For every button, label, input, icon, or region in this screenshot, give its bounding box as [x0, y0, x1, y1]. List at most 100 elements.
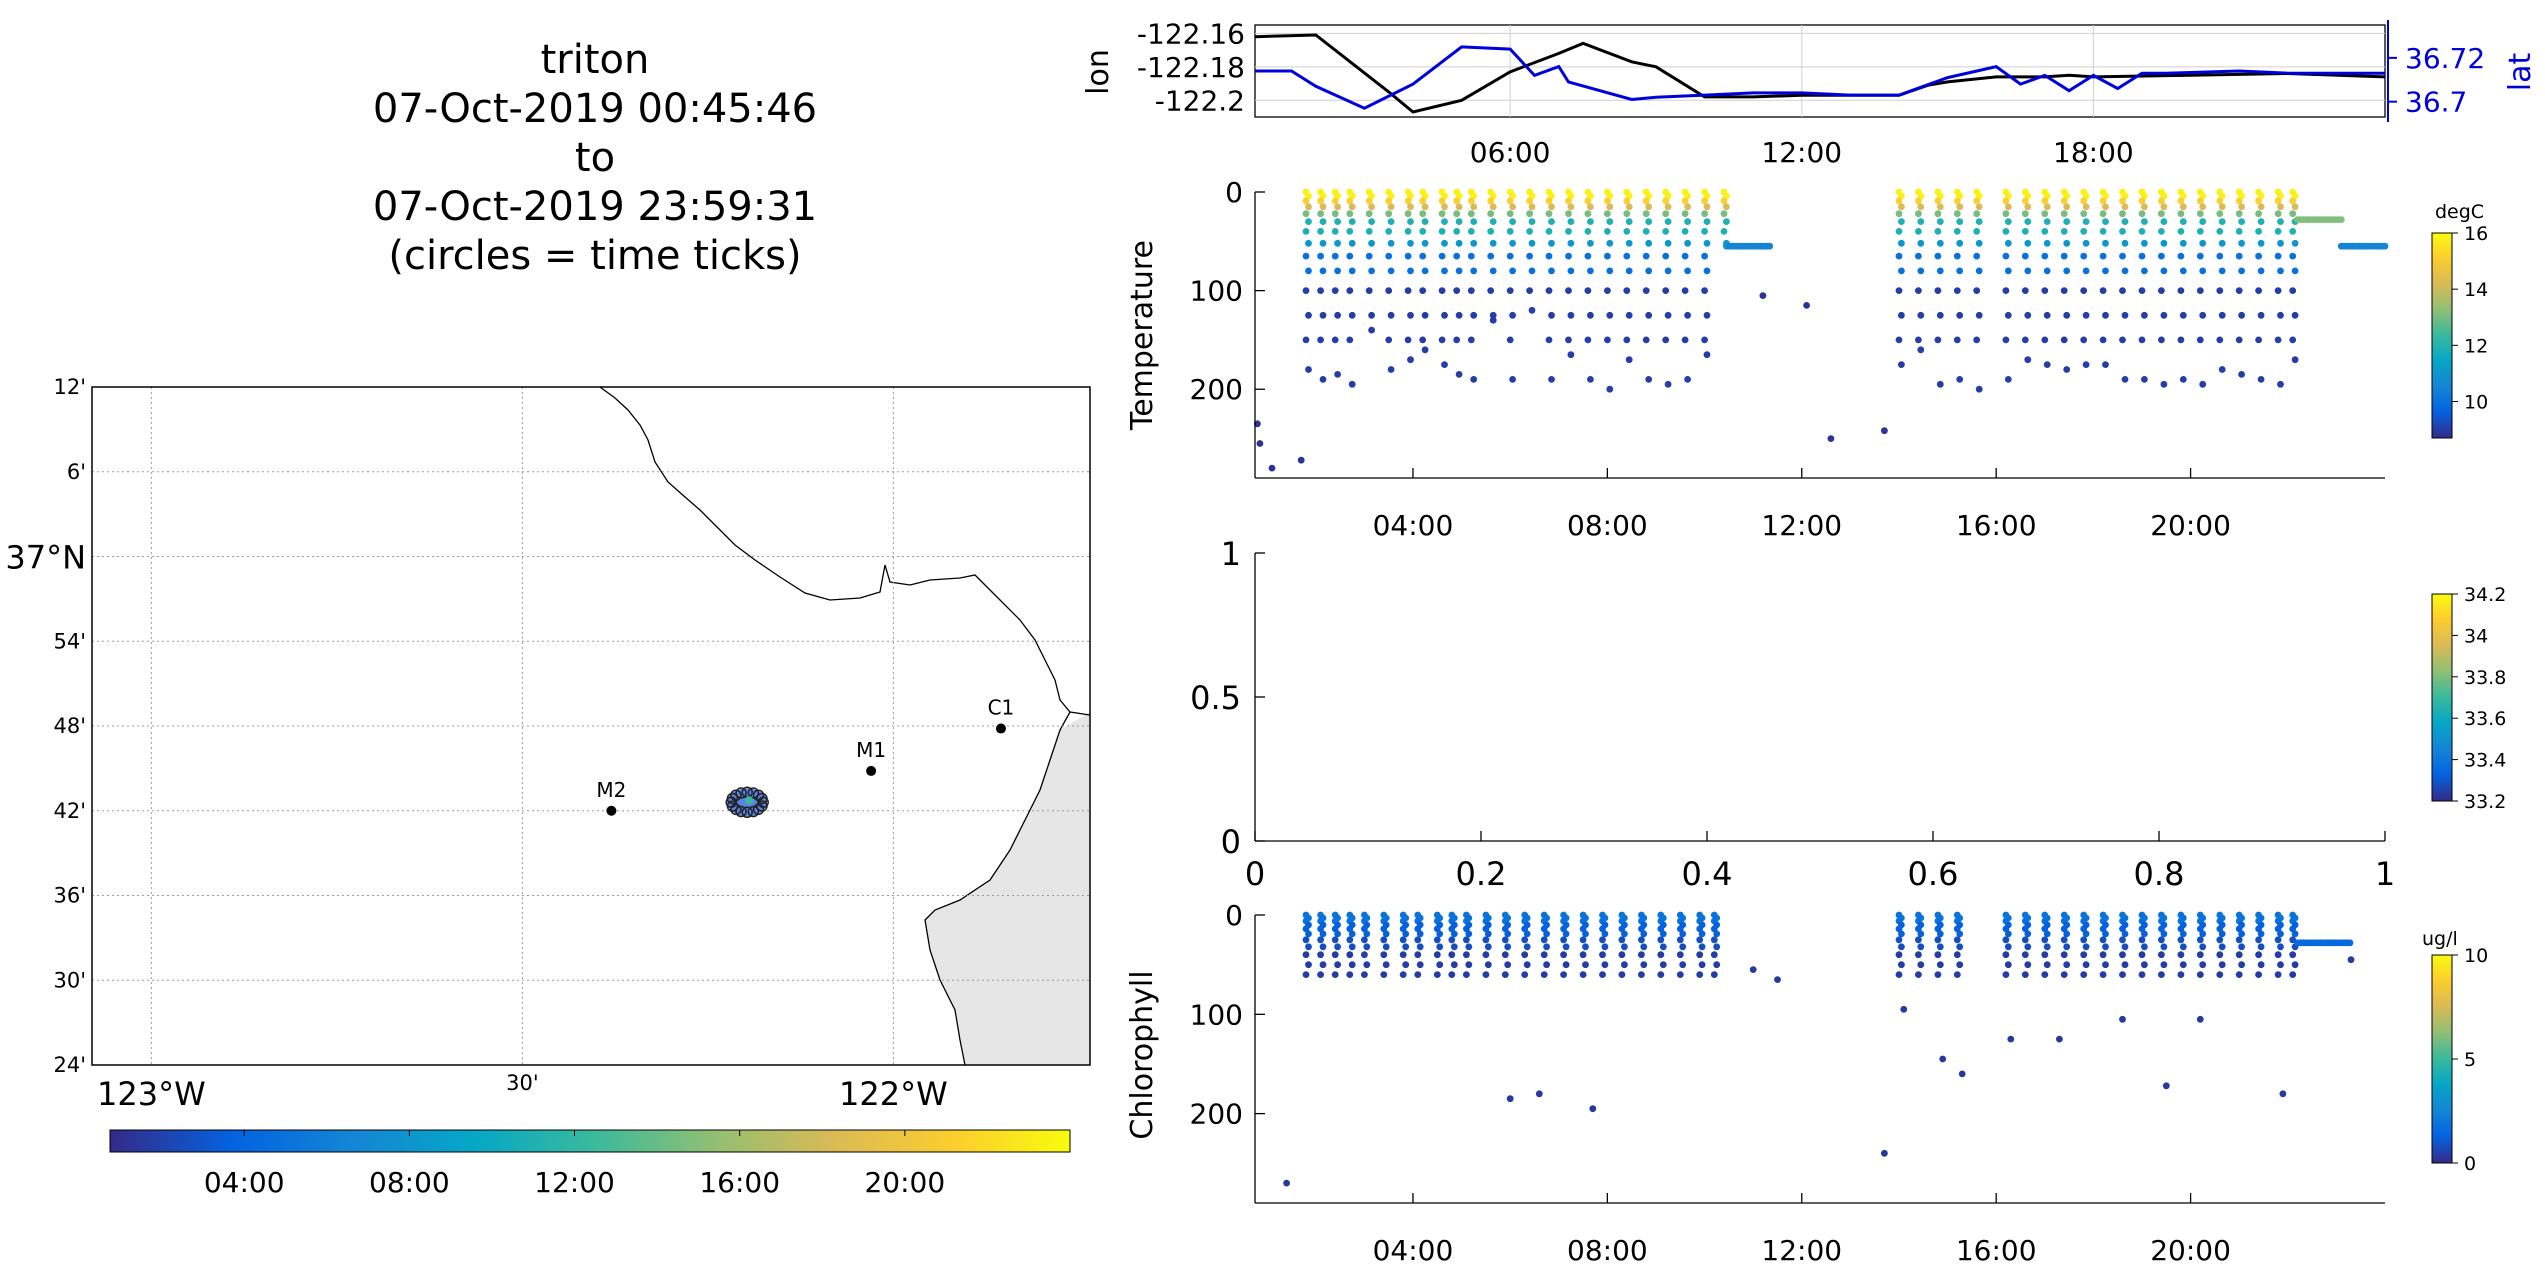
station-marker — [995, 723, 1006, 734]
data-point — [1407, 203, 1414, 211]
data-point — [2257, 267, 2265, 275]
data-point — [1399, 936, 1407, 944]
data-point — [1917, 239, 1925, 247]
data-point — [1509, 267, 1516, 275]
data-point — [1334, 311, 1341, 319]
x-tick-label: 12:00 — [1761, 136, 1842, 169]
data-point — [1975, 267, 1983, 275]
y-tick-label: 0 — [1221, 823, 1241, 861]
data-point — [2043, 267, 2051, 275]
data-point — [1334, 930, 1341, 938]
colorbar-tick-label: 34.2 — [2464, 584, 2506, 606]
data-point — [1331, 210, 1339, 218]
data-point — [1953, 951, 1961, 959]
data-point — [1701, 336, 1708, 344]
data-point — [2238, 239, 2246, 247]
data-point — [2043, 930, 2051, 938]
x-tick-label: 16:00 — [1956, 509, 2037, 542]
data-point — [1419, 210, 1427, 218]
data-point — [1936, 203, 1944, 211]
data-point — [2082, 267, 2090, 275]
data-point — [2099, 936, 2107, 944]
data-point — [1467, 287, 1475, 294]
data-point — [2274, 951, 2282, 959]
data-point — [1975, 218, 1983, 226]
data-point — [1582, 943, 1589, 951]
map-lat-tick-label: 12' — [54, 375, 87, 399]
data-point — [1317, 228, 1324, 235]
data-point — [1399, 971, 1407, 978]
x-tick-label: 18:00 — [2053, 136, 2134, 169]
data-point — [1720, 228, 1728, 235]
data-point — [2004, 943, 2012, 951]
data-point — [1587, 218, 1594, 226]
data-point — [1385, 210, 1393, 218]
data-point — [1463, 936, 1470, 944]
data-point — [1305, 311, 1312, 319]
data-point — [1645, 376, 1653, 383]
data-point — [1934, 971, 1942, 978]
data-point — [2216, 210, 2224, 218]
data-point — [1703, 351, 1711, 359]
data-point — [2274, 336, 2282, 344]
data-point — [1895, 210, 1903, 218]
data-point — [2043, 218, 2051, 226]
data-point — [1438, 252, 1446, 260]
data-point — [2004, 376, 2012, 383]
data-point — [1453, 287, 1461, 294]
data-point — [2196, 228, 2204, 235]
data-point — [1361, 971, 1368, 978]
data-point — [2060, 936, 2068, 944]
data-point — [1319, 203, 1327, 211]
data-point — [1584, 197, 1592, 205]
data-point — [1528, 267, 1536, 275]
data-point — [1455, 218, 1463, 226]
data-point — [1898, 943, 1905, 951]
data-point — [1621, 943, 1628, 951]
data-point — [1482, 936, 1490, 944]
data-point — [2257, 930, 2265, 938]
data-point — [1560, 936, 1567, 944]
data-point — [1365, 197, 1373, 205]
data-point — [1521, 951, 1529, 959]
data-point — [1638, 971, 1645, 978]
data-point — [2002, 936, 2010, 944]
data-point — [2021, 336, 2029, 344]
data-point — [1915, 287, 1922, 294]
data-point — [1915, 228, 1922, 235]
data-point — [1438, 287, 1446, 294]
data-point — [2179, 943, 2187, 951]
data-point — [1402, 943, 1410, 951]
data-point — [1618, 971, 1626, 978]
data-point — [2177, 336, 2185, 344]
data-point — [1453, 228, 1461, 235]
data-point — [1587, 203, 1594, 211]
station-label: M1 — [856, 738, 886, 762]
data-point — [1681, 210, 1689, 218]
data-point — [1640, 943, 1648, 951]
data-point — [1645, 218, 1653, 226]
data-point — [1958, 1070, 1966, 1078]
data-point — [2238, 311, 2246, 319]
data-point — [1348, 267, 1356, 275]
data-point — [1681, 197, 1689, 205]
data-point — [1463, 971, 1470, 978]
data-point — [1348, 203, 1356, 211]
data-point — [2002, 252, 2010, 260]
data-point — [1254, 420, 1261, 428]
data-point — [1465, 943, 1473, 951]
data-point — [2177, 252, 2185, 260]
data-point — [1402, 961, 1410, 969]
data-point — [1975, 385, 1983, 393]
data-point — [2141, 376, 2148, 383]
data-point — [1421, 239, 1429, 247]
data-point — [2235, 287, 2243, 294]
data-point — [1917, 943, 1925, 951]
data-point — [1973, 197, 1981, 205]
data-point — [2277, 239, 2284, 247]
data-point — [2021, 228, 2029, 235]
data-point — [1509, 203, 1516, 211]
data-point — [2080, 287, 2088, 294]
data-point — [1467, 210, 1475, 218]
data-point — [1548, 239, 1555, 247]
